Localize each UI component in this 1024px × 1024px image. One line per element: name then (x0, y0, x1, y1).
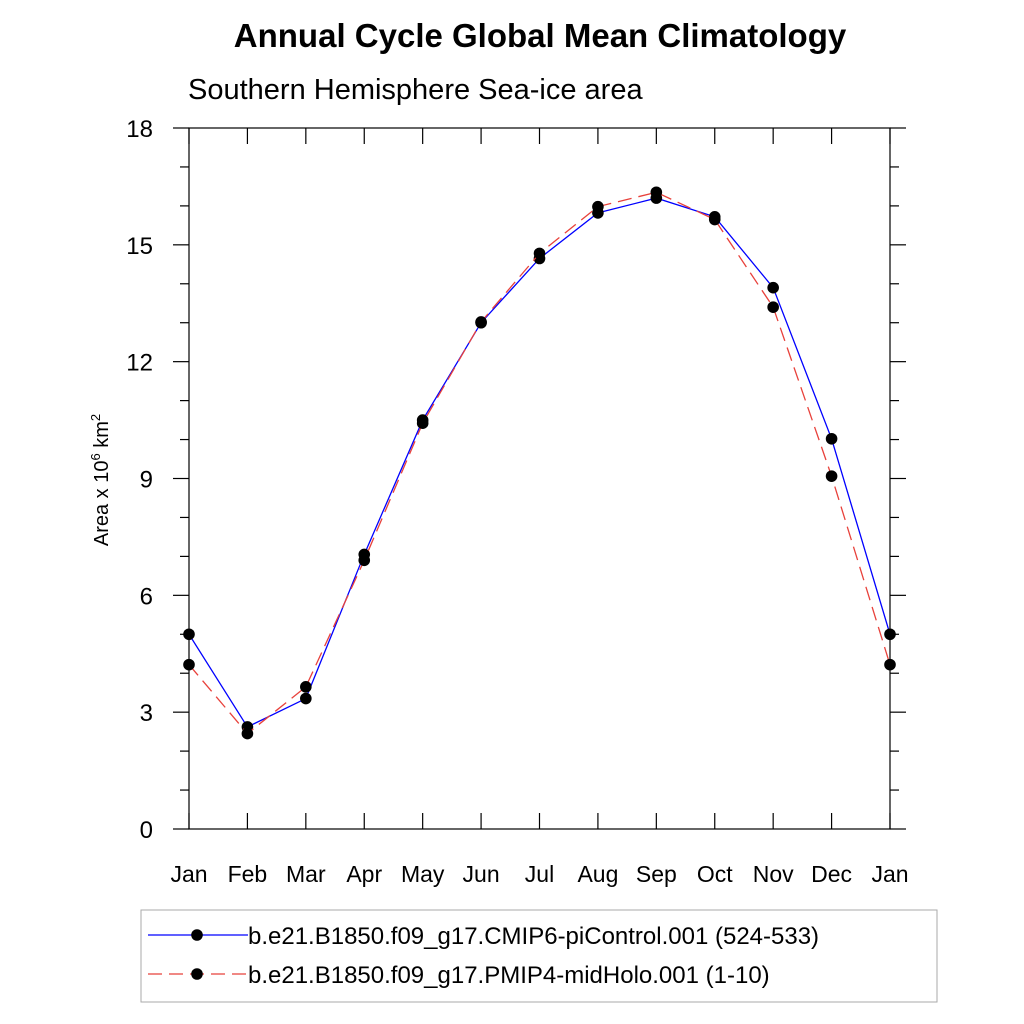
data-point (884, 628, 896, 641)
y-tick-label: 18 (126, 116, 153, 143)
data-point (475, 316, 487, 328)
ylabel-exp1: 6 (88, 453, 103, 460)
legend-label: b.e21.B1850.f09_g17.PMIP4-midHolo.001 (1… (248, 962, 770, 989)
data-point (592, 200, 604, 213)
ylabel-exp2: 2 (88, 414, 103, 421)
legend-item: b.e21.B1850.f09_g17.CMIP6-piControl.001 … (148, 923, 819, 950)
y-tick-label: 15 (126, 233, 153, 260)
x-tick-label: Dec (811, 861, 852, 887)
legend-marker (191, 968, 203, 980)
data-point (300, 692, 312, 705)
data-point (767, 281, 779, 294)
series-line (188, 191, 891, 735)
legend-marker (191, 929, 203, 941)
y-tick-label: 6 (140, 583, 153, 610)
axis-ticks (173, 127, 906, 830)
x-tick-label: Feb (228, 861, 268, 887)
data-point (241, 727, 254, 740)
series-2 (183, 186, 896, 740)
x-tick-label: Jul (525, 861, 554, 887)
x-tick-label: Mar (286, 861, 326, 887)
x-tick-label: Jan (871, 861, 908, 887)
x-tick-label: Sep (636, 861, 677, 887)
legend-box (140, 909, 938, 1003)
ylabel-prefix: Area x 10 (91, 461, 113, 547)
chart-subtitle: Southern Hemisphere Sea-ice area (188, 74, 643, 106)
data-point (358, 554, 371, 567)
series-1 (183, 192, 896, 733)
ylabel-mid: km (91, 421, 113, 453)
y-tick-label: 12 (126, 350, 153, 377)
y-axis-label: Area x 106 km2 (88, 414, 113, 546)
data-point (825, 432, 838, 445)
data-point (183, 628, 195, 641)
data-point (767, 301, 779, 313)
x-tick-label: Jan (170, 861, 207, 887)
x-tick-labels: Jan Feb Mar Apr May Jun Jul Aug Sep Oct Nov Dec Jan (170, 861, 908, 887)
x-tick-label: May (401, 861, 445, 887)
svg-text:Area x 106 km2: Area x 106 km2 (88, 414, 113, 546)
y-tick-labels: 0 3 6 9 12 15 18 (126, 116, 153, 844)
plot-frame (188, 127, 891, 830)
data-point (300, 681, 312, 693)
y-tick-label: 9 (140, 467, 153, 494)
legend-label: b.e21.B1850.f09_g17.CMIP6-piControl.001 … (248, 923, 819, 950)
series-layer (183, 186, 896, 740)
x-tick-label: Oct (697, 861, 733, 887)
data-point (884, 658, 896, 671)
x-tick-label: Jun (463, 861, 500, 887)
y-tick-label: 0 (140, 817, 153, 844)
series-line (188, 197, 891, 728)
data-point (650, 186, 663, 199)
legend: b.e21.B1850.f09_g17.CMIP6-piControl.001 … (140, 909, 938, 1003)
legend-item: b.e21.B1850.f09_g17.PMIP4-midHolo.001 (1… (148, 962, 770, 989)
data-point (533, 247, 546, 260)
chart-title: Annual Cycle Global Mean Climatology (234, 17, 847, 54)
data-point (183, 658, 195, 671)
x-tick-label: Apr (346, 861, 382, 887)
data-point (825, 470, 838, 482)
x-tick-label: Aug (577, 861, 618, 887)
data-point (416, 417, 429, 429)
x-tick-label: Nov (753, 861, 794, 887)
y-tick-label: 3 (140, 700, 153, 727)
data-point (708, 213, 721, 226)
